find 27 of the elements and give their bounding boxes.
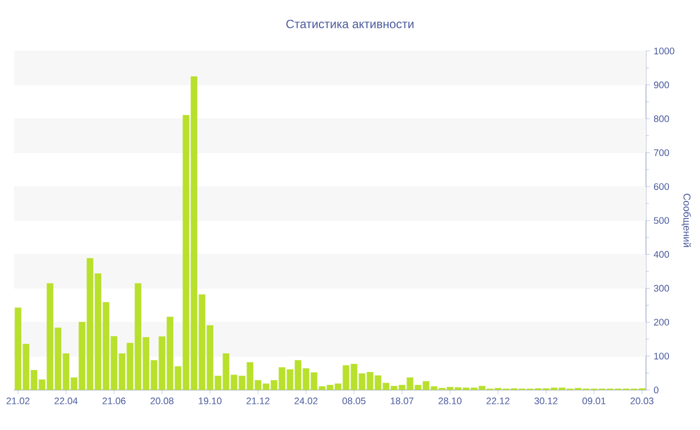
y-tick-label: 300 (654, 284, 669, 292)
x-tick-label: 21.02 (6, 398, 30, 404)
x-tick-label: 09.01 (582, 398, 606, 404)
x-tick-label: 21.06 (102, 398, 126, 404)
y-axis-title: Сообщений (682, 194, 691, 248)
x-tick-label: 28.10 (438, 398, 462, 404)
y-tick-label: 200 (654, 318, 669, 326)
x-tick-label: 21.12 (246, 398, 270, 404)
x-tick-label: 22.04 (54, 398, 78, 404)
y-tick-label: 100 (654, 352, 669, 360)
chart-title: Статистика активности (286, 20, 414, 28)
x-tick-label: 22.12 (486, 398, 510, 404)
x-tick-label: 08.05 (342, 398, 366, 404)
x-tick-label: 20.08 (150, 398, 174, 404)
x-tick-label: 24.02 (294, 398, 318, 404)
y-tick-label: 600 (654, 183, 669, 190)
x-tick-label: 19.10 (198, 398, 222, 404)
y-tick-label: 0 (654, 386, 658, 394)
y-tick-label: 700 (654, 149, 669, 156)
y-tick-label: 500 (654, 217, 669, 224)
x-tick-label: 30.12 (534, 398, 558, 404)
y-tick-label: 400 (654, 251, 669, 258)
x-tick-label: 20.03 (630, 398, 654, 404)
x-tick-label: 18.07 (390, 398, 414, 404)
y-tick-label: 800 (654, 115, 669, 122)
y-tick-label: 900 (654, 82, 669, 88)
y-tick-label: 1000 (654, 48, 674, 54)
